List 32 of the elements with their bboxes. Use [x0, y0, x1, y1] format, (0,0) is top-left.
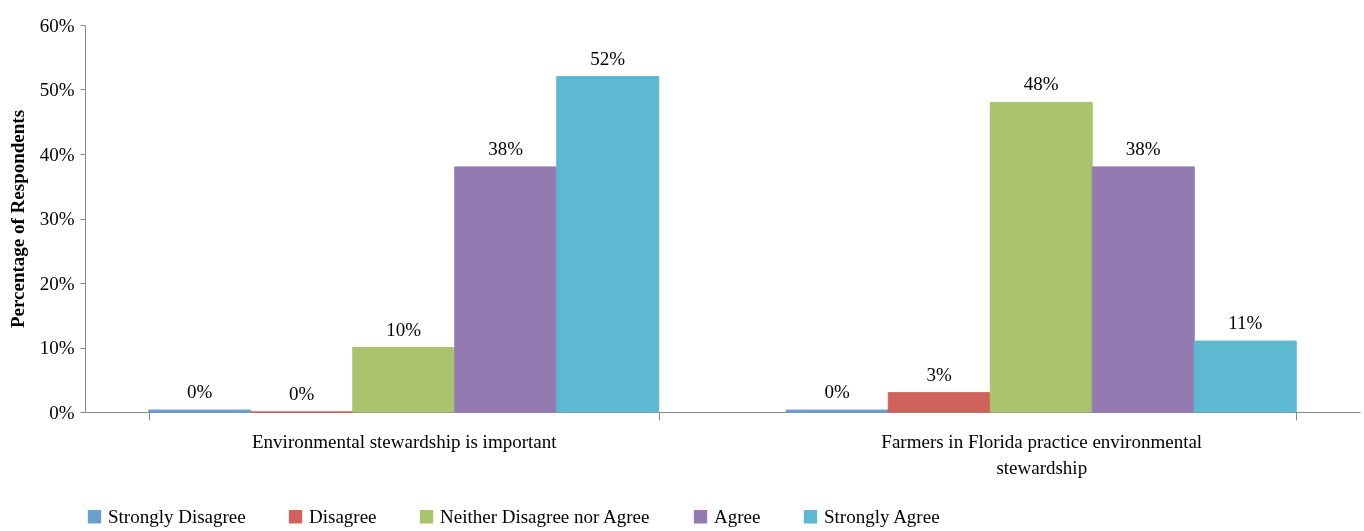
legend-label: Strongly Agree [824, 505, 940, 527]
data-label: 10% [386, 318, 422, 340]
data-label: 38% [1125, 137, 1161, 159]
bar [454, 166, 558, 413]
bar [556, 76, 660, 413]
y-tick-label: 10% [39, 337, 75, 358]
data-label: 11% [1228, 312, 1263, 334]
legend-label: Neither Disagree nor Agree [440, 505, 650, 527]
data-label: 0% [187, 381, 213, 403]
bar [887, 392, 991, 413]
bar [352, 347, 456, 413]
x-tick-label: Environmental stewardship is important [252, 430, 558, 452]
legend-label: Disagree [309, 505, 377, 527]
y-tick-label: 40% [39, 143, 75, 165]
data-label: 48% [1023, 73, 1059, 95]
bar [1091, 166, 1195, 413]
bar [989, 101, 1093, 413]
data-label: 0% [824, 381, 851, 403]
y-tick-label: 60% [39, 14, 75, 36]
y-tick-label: 30% [39, 208, 75, 229]
bar [1193, 340, 1297, 413]
legend-label: Agree [714, 505, 761, 527]
y-tick-label: 20% [39, 272, 75, 294]
y-tick-label: 0% [49, 401, 75, 423]
data-label: 38% [488, 137, 524, 159]
data-label: 3% [926, 363, 953, 385]
legend-label: Strongly Disagree [108, 505, 246, 527]
data-label: 0% [289, 383, 315, 404]
y-tick-label: 50% [39, 79, 75, 100]
y-axis-title: Percentage of Respondents [6, 109, 28, 329]
x-tick-label: Farmers in Florida practice environmental stewardship [881, 430, 1203, 478]
data-label: 52% [590, 47, 626, 69]
